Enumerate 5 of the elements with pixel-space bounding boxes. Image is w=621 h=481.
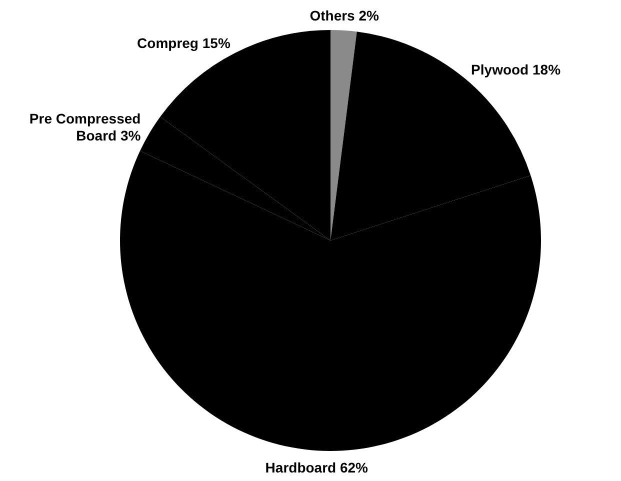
slice-label: Others 2%: [310, 7, 380, 24]
slice-label: Hardboard 62%: [265, 459, 369, 476]
slice-label: Plywood 18%: [471, 61, 562, 78]
slice-label: Compreg 15%: [137, 34, 231, 51]
slice-label: Pre Compressed Board 3%: [29, 110, 142, 144]
